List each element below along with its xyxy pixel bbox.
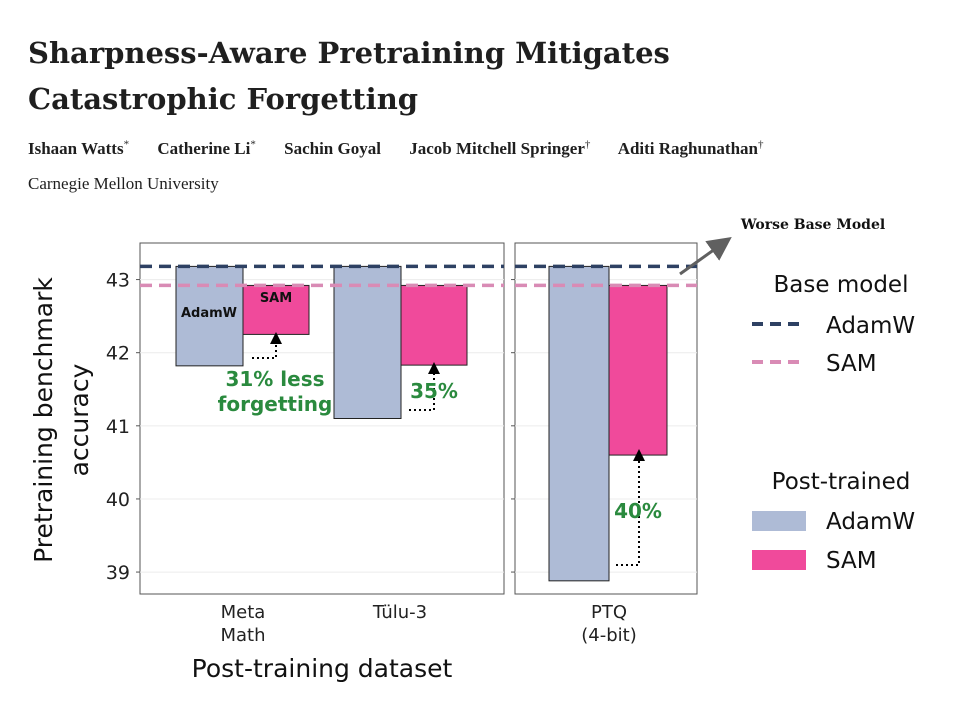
worse-base-model-note: Worse Base Model [740,217,885,233]
x-tick-label-tulu: Tülu-3 [372,602,427,623]
y-tick-label: 42 [106,343,130,365]
y-tick-label: 39 [106,562,130,584]
bar-adamw-0 [175,265,244,367]
annotation-tulu: 35% [410,379,458,403]
legend-post-adamw-label: AdamW [826,509,915,535]
x-tick-label-metamath-2: Math [220,625,265,646]
legend-post-sam-label: SAM [826,548,877,574]
legend-base-adamw-label: AdamW [826,313,915,339]
legend-post-adamw-swatch [752,511,806,531]
annotation-metamath-line-1: 31% less [225,367,324,391]
paper-title: Sharpness-Aware Pretraining Mitigates Ca… [28,30,928,122]
affiliation: Carnegie Mellon University [28,174,219,193]
legend-base-sam-label: SAM [826,351,877,377]
gap-arrow-tulu [409,362,440,411]
paper-title-line-1: Sharpness-Aware Pretraining Mitigates [28,36,670,70]
x-tick-label-ptq-1: PTQ [591,602,627,623]
x-tick-label-ptq-2: (4-bit) [581,625,636,646]
legend-base-title: Base model [774,272,909,298]
bar-label-adamw: AdamW [181,306,237,321]
bar-label-sam: SAM [260,291,292,306]
worse-base-arrow [679,237,732,276]
author: Catherine Li* [157,138,256,158]
y-axis-label-line-2: accuracy [65,363,94,476]
y-axis-label-line-1: Pretraining benchmark [29,277,58,563]
paper-title-line-2: Catastrophic Forgetting [28,82,419,116]
author: Sachin Goyal [284,138,381,158]
y-tick-label: 43 [106,270,130,292]
annotation-ptq: 40% [614,499,662,523]
bar-sam-1 [400,284,468,366]
legend-post-title: Post-trained [772,469,911,495]
bar-sam-2 [608,284,668,456]
y-tick-label: 41 [106,416,130,438]
bar-adamw-2 [548,265,610,582]
bar-adamw-1 [333,265,402,419]
bar-sam-0 [242,284,310,335]
annotation-metamath-line-2: forgetting [218,392,333,416]
gap-arrow-ptq [616,449,645,566]
x-tick-label-metamath-1: Meta [221,602,266,623]
author: Jacob Mitchell Springer† [409,138,591,158]
author: Ishaan Watts* [28,138,130,158]
x-axis-label: Post-training dataset [192,654,453,683]
author-list: Ishaan Watts* Catherine Li* Sachin Goyal… [28,138,948,159]
y-tick-label: 40 [106,489,130,511]
legend-post-sam-swatch [752,550,806,570]
author: Aditi Raghunathan† [617,138,764,158]
